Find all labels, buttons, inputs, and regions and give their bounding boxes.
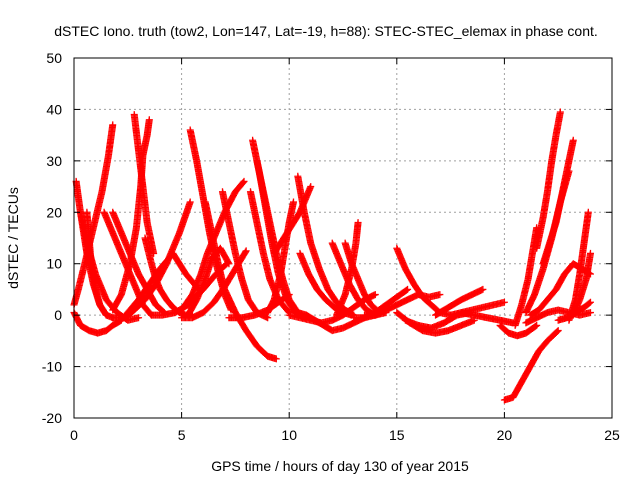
data-point	[479, 285, 487, 293]
data-point	[224, 259, 232, 267]
chart-title: dSTEC Iono. truth (tow2, Lon=147, Lat=-1…	[54, 23, 598, 39]
data-point	[272, 355, 280, 363]
y-tick-label: 30	[46, 153, 62, 169]
series-37	[401, 309, 474, 332]
y-tick-label: 20	[46, 204, 62, 220]
x-axis-label: GPS time / hours of day 130 of year 2015	[211, 458, 469, 474]
data-point	[284, 308, 292, 315]
data-point	[225, 260, 233, 268]
x-tick-label: 15	[389, 427, 405, 443]
data-point	[109, 121, 117, 129]
data-point	[556, 108, 564, 116]
series-11	[141, 234, 196, 319]
data-point	[586, 309, 594, 317]
data-point	[586, 249, 594, 257]
x-tick-label: 25	[604, 427, 620, 443]
y-tick-label: 0	[54, 307, 62, 323]
data-point	[569, 136, 577, 144]
data-marks	[70, 108, 594, 404]
series-5	[83, 208, 117, 322]
series-43	[511, 224, 541, 329]
data-point	[533, 321, 541, 329]
data-point	[307, 183, 315, 191]
data-point	[290, 198, 298, 206]
x-tick-label: 0	[70, 427, 78, 443]
axis-ticks: 0 5 10 15 20 25 -20 -10 0 10 20 30 40 50	[42, 50, 620, 443]
series-32	[333, 219, 362, 319]
data-point	[239, 178, 247, 186]
data-point	[532, 322, 540, 330]
data-point	[402, 286, 410, 294]
x-tick-label: 20	[497, 427, 513, 443]
data-point	[586, 298, 594, 306]
x-tick-label: 5	[178, 427, 186, 443]
data-point	[404, 285, 412, 293]
y-tick-label: -20	[42, 410, 62, 426]
data-point	[242, 247, 250, 255]
data-point	[145, 116, 153, 124]
series-26	[294, 172, 358, 319]
data-point	[554, 327, 562, 335]
grid	[74, 58, 612, 418]
series-40	[457, 309, 517, 327]
series-51	[554, 298, 594, 324]
series-35	[393, 244, 455, 319]
plot-frame	[73, 57, 613, 419]
data-point	[585, 299, 593, 307]
data-point	[500, 298, 508, 306]
series-15	[184, 244, 233, 319]
data-point	[371, 291, 379, 299]
data-point	[135, 314, 143, 322]
data-point	[186, 198, 194, 206]
data-point	[241, 248, 249, 256]
series-42	[500, 327, 562, 404]
y-axis-label: dSTEC / TECUs	[5, 187, 21, 289]
y-tick-label: 50	[46, 50, 62, 66]
data-point	[584, 208, 592, 216]
data-point	[354, 219, 362, 227]
series-46	[533, 108, 564, 252]
data-point	[553, 328, 561, 336]
y-tick-label: 10	[46, 256, 62, 272]
data-point	[240, 177, 248, 185]
y-tick-label: 40	[46, 101, 62, 117]
series-10	[130, 111, 158, 257]
series-38	[432, 285, 487, 319]
series-48	[539, 136, 577, 268]
y-tick-label: -10	[42, 359, 62, 375]
x-tick-label: 10	[281, 427, 297, 443]
series-19	[218, 188, 272, 322]
data-point	[436, 291, 444, 299]
series-41	[496, 321, 541, 340]
